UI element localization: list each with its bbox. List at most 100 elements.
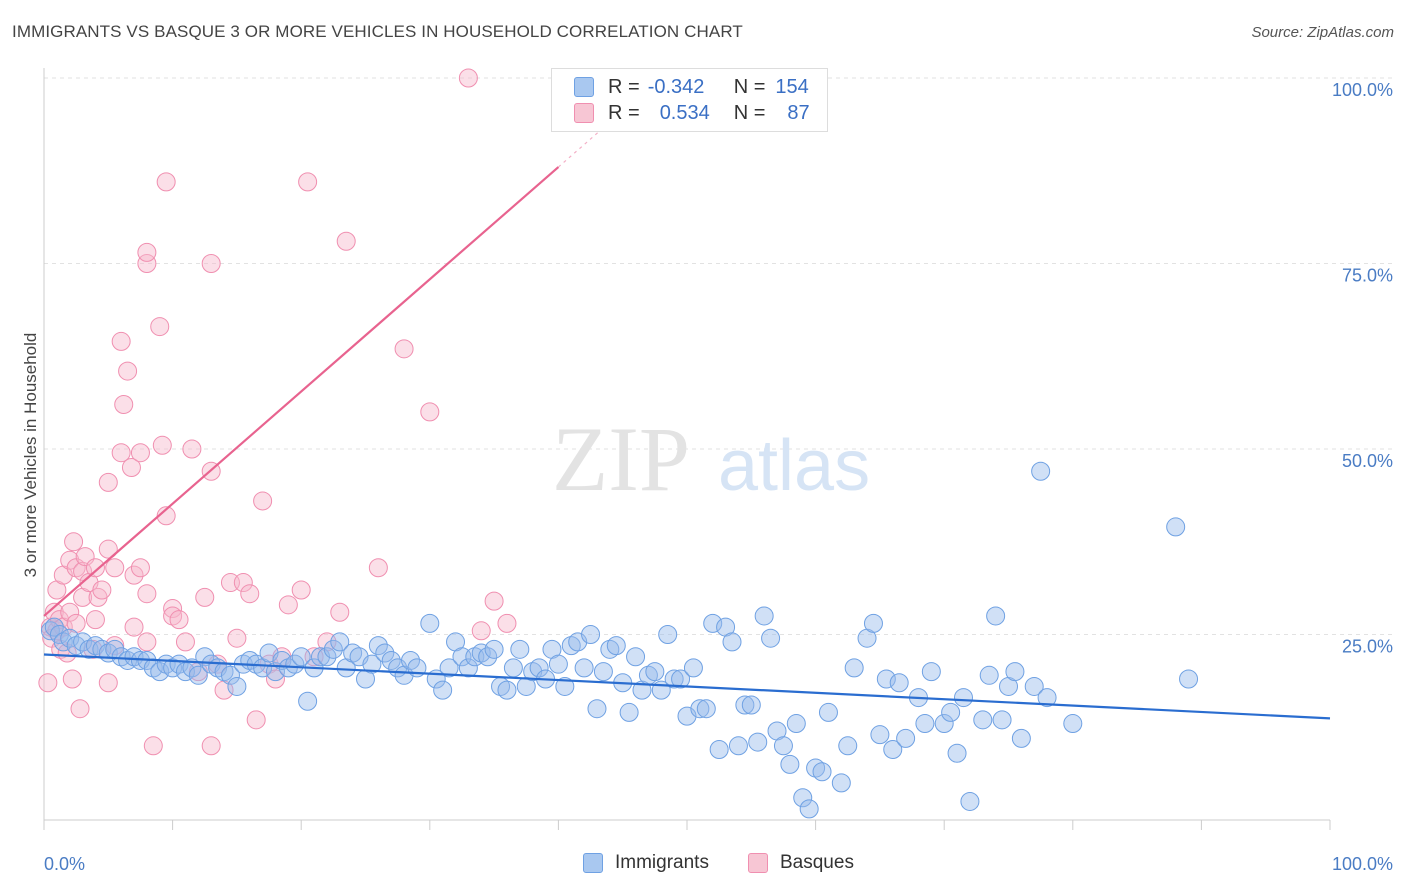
immigrants-point	[806, 758, 826, 778]
immigrants-point	[690, 699, 710, 719]
immigrants-point	[497, 680, 517, 700]
basques-point	[368, 558, 388, 578]
immigrants-point	[896, 728, 916, 748]
basques-point	[137, 584, 157, 604]
chart-title: IMMIGRANTS VS BASQUE 3 OR MORE VEHICLES …	[12, 22, 743, 41]
immigrants-point	[420, 613, 440, 633]
immigrants-point	[889, 673, 909, 693]
immigrants-point	[169, 654, 189, 674]
basques-label: Basques	[780, 852, 854, 873]
immigrants-point	[870, 725, 890, 745]
axes	[43, 68, 1331, 830]
immigrants-point	[150, 662, 170, 682]
immigrants-point	[272, 650, 292, 670]
basques-point	[118, 361, 138, 381]
y-axis-label: 3 or more Vehicles in Household	[21, 333, 40, 578]
basques-point	[150, 317, 170, 337]
basques-point	[227, 628, 247, 648]
basques-point	[111, 443, 131, 463]
immigrants-point	[503, 658, 523, 678]
basques-point	[471, 621, 491, 641]
basques-point	[64, 532, 84, 552]
basques-point	[458, 68, 478, 88]
immigrants-point	[298, 691, 318, 711]
immigrants-point	[1166, 517, 1186, 537]
immigrants-point	[478, 647, 498, 667]
immigrants-point	[587, 699, 607, 719]
legend-r-label: R =	[608, 75, 640, 98]
immigrants-point	[799, 799, 819, 819]
immigrants-point	[876, 669, 896, 689]
basques-point	[124, 565, 144, 585]
immigrants-point	[748, 732, 768, 752]
immigrants-point	[818, 702, 838, 722]
basques-point	[73, 561, 93, 581]
immigrants-point	[606, 636, 626, 656]
basques-point	[278, 595, 298, 615]
x-tick-label: 100.0%	[1332, 854, 1393, 874]
basques-point	[137, 254, 157, 273]
immigrants-point	[433, 680, 453, 700]
basques-point	[336, 231, 356, 251]
immigrants-point	[471, 643, 491, 663]
immigrants-point	[510, 639, 530, 659]
legend-swatch-basques	[574, 103, 594, 123]
immigrants-point	[973, 710, 993, 730]
basques-point	[484, 591, 504, 611]
basques-point	[195, 587, 215, 607]
legend-r-value: 0.534	[659, 101, 710, 124]
bottom-legend-immigrants: Immigrants	[583, 852, 709, 874]
legend-n-value: 154	[775, 75, 809, 98]
immigrants-point	[709, 740, 729, 760]
basques-point	[85, 558, 105, 578]
legend-n-value: 87	[787, 101, 810, 124]
immigrants-point	[574, 658, 594, 678]
immigrants-point	[548, 654, 568, 674]
legend-n-label: N =	[733, 101, 766, 124]
immigrants-point	[285, 654, 305, 674]
immigrants-point	[728, 736, 748, 756]
basques-point	[240, 584, 260, 604]
basques-point	[137, 632, 157, 652]
immigrants-point	[163, 658, 183, 678]
legend: R = -0.342 N = 154 R = 0.534 N = 87	[551, 68, 828, 132]
basques-point	[152, 435, 172, 455]
basques-point	[163, 606, 183, 626]
legend-row-basques: R = 0.534 N = 87	[574, 101, 810, 125]
immigrants-point	[1011, 728, 1031, 748]
immigrants-swatch	[583, 853, 603, 873]
basques-point	[60, 602, 80, 622]
immigrants-point	[921, 662, 941, 682]
immigrants-point	[683, 658, 703, 678]
immigrants-point	[53, 632, 73, 652]
basques-point	[497, 613, 517, 633]
tick-labels: 100.0% 75.0% 50.0% 25.0% 0.0% 100.0%	[44, 80, 1393, 874]
immigrants-point	[561, 636, 581, 656]
immigrants-point	[381, 650, 401, 670]
immigrants-point	[458, 658, 478, 678]
immigrants-point	[362, 654, 382, 674]
legend-row-immigrants: R = -0.342 N = 154	[574, 75, 809, 99]
immigrants-point	[600, 639, 620, 659]
watermark-zip: ZIP	[552, 408, 690, 510]
basques-point	[156, 172, 176, 192]
immigrants-point	[73, 632, 93, 652]
immigrants-point	[979, 665, 999, 685]
basques-point	[121, 458, 141, 478]
basques-point	[130, 558, 150, 578]
basques-point	[246, 710, 266, 730]
immigrants-point	[60, 628, 80, 648]
basques-point	[105, 558, 125, 578]
immigrants-point	[773, 736, 793, 756]
immigrants-point	[323, 639, 343, 659]
immigrants-point	[947, 743, 967, 763]
immigrants-point	[529, 658, 549, 678]
immigrants-point	[188, 665, 208, 685]
immigrants-point	[375, 643, 395, 663]
immigrants-point	[941, 702, 961, 722]
immigrants-point	[761, 628, 781, 648]
immigrants-point	[439, 658, 459, 678]
basques-point	[175, 632, 195, 652]
basques-point	[169, 610, 189, 630]
y-tick-label: 25.0%	[1342, 637, 1393, 657]
